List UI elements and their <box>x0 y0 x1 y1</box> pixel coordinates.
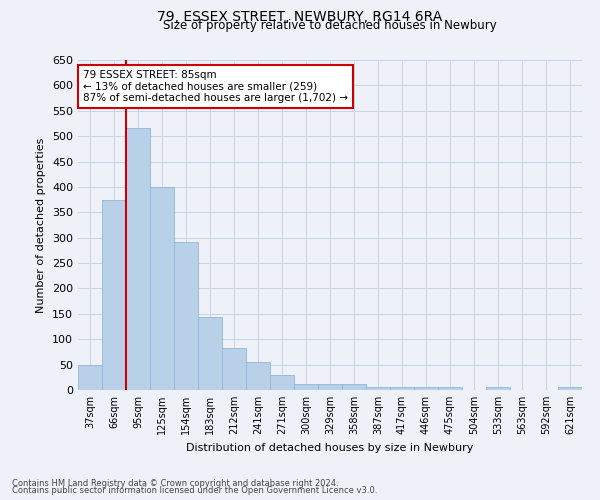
Bar <box>342 384 366 390</box>
X-axis label: Distribution of detached houses by size in Newbury: Distribution of detached houses by size … <box>187 442 473 452</box>
Bar <box>390 388 414 390</box>
Bar <box>414 388 438 390</box>
Text: 79, ESSEX STREET, NEWBURY, RG14 6RA: 79, ESSEX STREET, NEWBURY, RG14 6RA <box>157 10 443 24</box>
Bar <box>318 384 342 390</box>
Bar <box>150 187 174 390</box>
Bar <box>198 318 222 390</box>
Bar <box>294 384 318 390</box>
Bar <box>246 362 270 390</box>
Bar <box>486 388 510 390</box>
Bar <box>270 375 294 390</box>
Bar <box>102 200 126 390</box>
Text: Contains HM Land Registry data © Crown copyright and database right 2024.: Contains HM Land Registry data © Crown c… <box>12 478 338 488</box>
Bar <box>174 242 198 390</box>
Bar <box>126 128 150 390</box>
Text: 79 ESSEX STREET: 85sqm
← 13% of detached houses are smaller (259)
87% of semi-de: 79 ESSEX STREET: 85sqm ← 13% of detached… <box>83 70 348 103</box>
Bar <box>438 388 462 390</box>
Bar <box>558 388 582 390</box>
Bar <box>78 364 102 390</box>
Bar <box>222 348 246 390</box>
Bar <box>366 388 390 390</box>
Text: Contains public sector information licensed under the Open Government Licence v3: Contains public sector information licen… <box>12 486 377 495</box>
Y-axis label: Number of detached properties: Number of detached properties <box>37 138 46 312</box>
Title: Size of property relative to detached houses in Newbury: Size of property relative to detached ho… <box>163 20 497 32</box>
